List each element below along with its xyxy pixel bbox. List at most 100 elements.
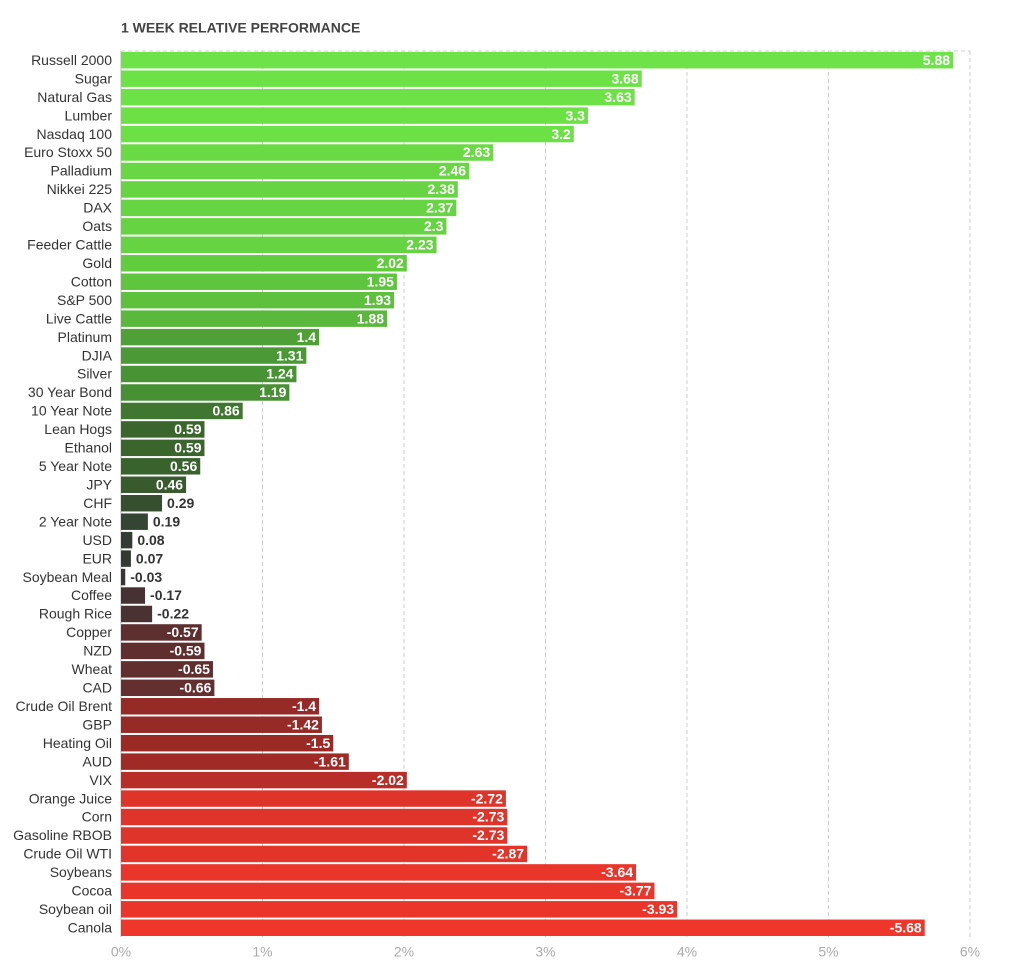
value-label: -3.93 — [642, 901, 674, 917]
bar — [121, 273, 397, 290]
value-label: -0.03 — [130, 569, 162, 585]
y-tick-label: Cocoa — [72, 883, 113, 899]
value-label: -2.72 — [471, 790, 503, 806]
bar — [121, 347, 307, 364]
value-label: -1.5 — [306, 735, 330, 751]
value-label: 1.4 — [297, 329, 317, 345]
y-tick-label: Corn — [82, 809, 112, 825]
value-label: 0.46 — [156, 476, 183, 492]
x-tick-label: 0% — [111, 944, 131, 960]
bar — [121, 125, 574, 143]
value-label: -2.73 — [472, 809, 504, 825]
value-label: 3.68 — [611, 70, 638, 86]
bar — [121, 901, 678, 918]
value-label: 3.2 — [551, 126, 571, 142]
y-tick-label: Soybean oil — [39, 901, 112, 917]
bar — [121, 734, 334, 752]
bar — [121, 384, 290, 401]
bar — [121, 753, 349, 770]
y-tick-label: Oats — [82, 218, 112, 234]
y-tick-label: S&P 500 — [57, 292, 112, 308]
value-label: 0.19 — [153, 513, 180, 529]
value-label: 2.46 — [439, 163, 466, 179]
bar — [121, 328, 320, 346]
value-label: -3.77 — [620, 883, 652, 899]
bar — [121, 291, 395, 309]
y-tick-label: Soybean Meal — [22, 569, 112, 585]
bar — [121, 439, 205, 457]
y-tick-label: Crude Oil Brent — [16, 698, 113, 714]
value-label: 2.38 — [428, 181, 455, 197]
bar — [121, 144, 494, 161]
value-label: 5.88 — [923, 52, 950, 68]
bar — [121, 605, 153, 623]
y-tick-label: JPY — [86, 476, 112, 492]
y-tick-label: Heating Oil — [43, 735, 112, 751]
y-tick-label: USD — [82, 532, 112, 548]
value-label: 0.08 — [137, 532, 164, 548]
x-tick-label: 2% — [394, 944, 414, 960]
bar — [121, 716, 322, 733]
y-tick-label: DJIA — [82, 347, 113, 363]
x-tick-label: 1% — [252, 944, 272, 960]
bar — [121, 255, 407, 272]
y-tick-label: Orange Juice — [29, 790, 112, 806]
value-label: -0.22 — [157, 606, 189, 622]
bar — [121, 550, 131, 567]
bar — [121, 513, 148, 530]
x-tick-label: 3% — [535, 944, 555, 960]
bar — [121, 882, 655, 900]
bar — [121, 162, 470, 180]
bar — [121, 199, 457, 217]
bar — [121, 310, 388, 327]
y-tick-label: 5 Year Note — [39, 458, 112, 474]
y-tick-label: Silver — [77, 366, 112, 382]
value-label: 2.37 — [426, 200, 453, 216]
value-label: 1.93 — [364, 292, 391, 308]
bar — [121, 458, 201, 475]
y-tick-label: Canola — [68, 919, 113, 935]
bar — [121, 587, 146, 604]
x-tick-label: 5% — [818, 944, 838, 960]
y-tick-label: Platinum — [58, 329, 112, 345]
y-tick-label: Euro Stoxx 50 — [24, 144, 112, 160]
y-tick-label: Soybeans — [50, 864, 112, 880]
value-label: 2.02 — [377, 255, 404, 271]
bar — [121, 476, 187, 493]
y-tick-label: 2 Year Note — [39, 513, 112, 529]
value-label: -1.61 — [314, 753, 346, 769]
value-label: 1.88 — [357, 310, 384, 326]
y-tick-label: Coffee — [71, 587, 112, 603]
value-label: -1.4 — [292, 698, 316, 714]
value-label: 1.95 — [367, 273, 394, 289]
bar — [121, 679, 215, 697]
value-label: -0.57 — [167, 624, 199, 640]
value-label: -0.59 — [170, 643, 202, 659]
value-label: 3.63 — [604, 89, 631, 105]
value-label: 3.3 — [565, 107, 585, 123]
y-tick-label: Russell 2000 — [31, 52, 112, 68]
chart-title: 1 WEEK RELATIVE PERFORMANCE — [121, 20, 360, 36]
bar — [121, 181, 458, 198]
value-label: 1.19 — [259, 384, 286, 400]
value-label: 0.29 — [167, 495, 194, 511]
y-tick-label: Nasdaq 100 — [36, 126, 112, 142]
bar — [121, 88, 635, 106]
y-tick-label: VIX — [89, 772, 112, 788]
bar — [121, 52, 954, 69]
value-label: -2.73 — [472, 827, 504, 843]
bar — [121, 661, 213, 678]
value-label: -2.87 — [492, 846, 524, 862]
bar — [121, 790, 506, 807]
bar — [121, 864, 637, 881]
y-tick-label: Rough Rice — [39, 606, 112, 622]
y-tick-label: Live Cattle — [46, 310, 112, 326]
value-label: 2.23 — [406, 237, 433, 253]
y-tick-label: Ethanol — [65, 440, 112, 456]
y-tick-label: Nikkei 225 — [47, 181, 113, 197]
bar — [121, 421, 205, 438]
bar — [121, 919, 925, 936]
value-label: -1.42 — [287, 716, 319, 732]
y-tick-label: DAX — [83, 200, 112, 216]
